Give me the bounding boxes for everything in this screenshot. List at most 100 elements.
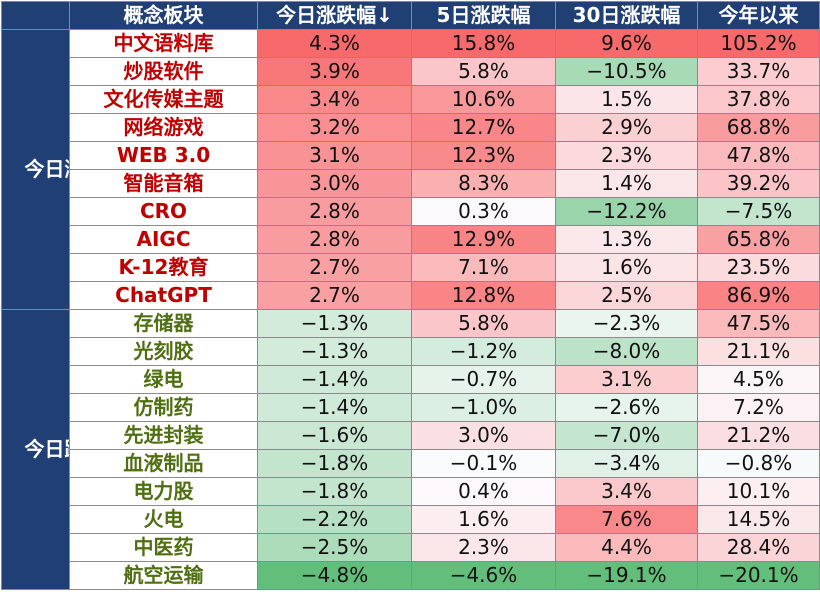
30day-change-cell[interactable]: 1.3% [555, 225, 698, 254]
concept-name-cell[interactable]: 网络游戏 [69, 113, 258, 142]
ytd-change-cell[interactable]: 68.8% [697, 113, 820, 142]
ytd-change-cell[interactable]: 39.2% [697, 169, 820, 198]
30day-change-cell[interactable]: −7.0% [555, 421, 698, 450]
concept-name-cell[interactable]: 绿电 [69, 365, 258, 394]
concept-name-cell[interactable]: CRO [69, 197, 258, 226]
today-change-cell[interactable]: −1.4% [257, 365, 412, 394]
concept-name-cell[interactable]: 血液制品 [69, 449, 258, 478]
ytd-change-cell[interactable]: 86.9% [697, 281, 820, 310]
concept-name-cell[interactable]: 火电 [69, 505, 258, 534]
30day-change-cell[interactable]: −19.1% [555, 561, 698, 590]
30day-change-cell[interactable]: 3.1% [555, 365, 698, 394]
today-change-cell[interactable]: −1.3% [257, 309, 412, 338]
30day-change-cell[interactable]: −12.2% [555, 197, 698, 226]
concept-name-cell[interactable]: 电力股 [69, 477, 258, 506]
ytd-change-cell[interactable]: 47.5% [697, 309, 820, 338]
today-change-cell[interactable]: 3.0% [257, 169, 412, 198]
today-change-cell[interactable]: −1.8% [257, 449, 412, 478]
5day-change-cell[interactable]: 3.0% [411, 421, 556, 450]
5day-change-cell[interactable]: 12.8% [411, 281, 556, 310]
today-change-cell[interactable]: −4.8% [257, 561, 412, 590]
header-5day-change[interactable]: 5日涨跌幅 [411, 1, 556, 30]
header-ytd-change[interactable]: 今年以来 [697, 1, 820, 30]
today-change-cell[interactable]: 2.7% [257, 281, 412, 310]
concept-name-cell[interactable]: AIGC [69, 225, 258, 254]
ytd-change-cell[interactable]: 37.8% [697, 85, 820, 114]
5day-change-cell[interactable]: 8.3% [411, 169, 556, 198]
30day-change-cell[interactable]: 1.6% [555, 253, 698, 282]
30day-change-cell[interactable]: 1.5% [555, 85, 698, 114]
today-change-cell[interactable]: 2.8% [257, 225, 412, 254]
5day-change-cell[interactable]: 1.6% [411, 505, 556, 534]
ytd-change-cell[interactable]: 105.2% [697, 29, 820, 58]
today-change-cell[interactable]: 3.1% [257, 141, 412, 170]
5day-change-cell[interactable]: −4.6% [411, 561, 556, 590]
today-change-cell[interactable]: −2.5% [257, 533, 412, 562]
header-concept[interactable]: 概念板块 [69, 1, 258, 30]
today-change-cell[interactable]: 4.3% [257, 29, 412, 58]
5day-change-cell[interactable]: 12.3% [411, 141, 556, 170]
concept-name-cell[interactable]: 存储器 [69, 309, 258, 338]
today-change-cell[interactable]: 3.9% [257, 57, 412, 86]
ytd-change-cell[interactable]: 4.5% [697, 365, 820, 394]
30day-change-cell[interactable]: 7.6% [555, 505, 698, 534]
today-change-cell[interactable]: −1.6% [257, 421, 412, 450]
header-today-change[interactable]: 今日涨跌幅↓ [257, 1, 412, 30]
today-change-cell[interactable]: −1.8% [257, 477, 412, 506]
ytd-change-cell[interactable]: 23.5% [697, 253, 820, 282]
ytd-change-cell[interactable]: −20.1% [697, 561, 820, 590]
concept-name-cell[interactable]: 航空运输 [69, 561, 258, 590]
5day-change-cell[interactable]: 0.4% [411, 477, 556, 506]
30day-change-cell[interactable]: 9.6% [555, 29, 698, 58]
5day-change-cell[interactable]: −0.7% [411, 365, 556, 394]
30day-change-cell[interactable]: 2.3% [555, 141, 698, 170]
ytd-change-cell[interactable]: −0.8% [697, 449, 820, 478]
5day-change-cell[interactable]: −1.2% [411, 337, 556, 366]
today-change-cell[interactable]: −1.3% [257, 337, 412, 366]
today-change-cell[interactable]: 3.2% [257, 113, 412, 142]
today-change-cell[interactable]: 2.7% [257, 253, 412, 282]
ytd-change-cell[interactable]: 47.8% [697, 141, 820, 170]
today-change-cell[interactable]: −1.4% [257, 393, 412, 422]
5day-change-cell[interactable]: 7.1% [411, 253, 556, 282]
concept-name-cell[interactable]: K-12教育 [69, 253, 258, 282]
ytd-change-cell[interactable]: 21.2% [697, 421, 820, 450]
30day-change-cell[interactable]: −3.4% [555, 449, 698, 478]
ytd-change-cell[interactable]: 7.2% [697, 393, 820, 422]
30day-change-cell[interactable]: 2.9% [555, 113, 698, 142]
concept-name-cell[interactable]: 炒股软件 [69, 57, 258, 86]
ytd-change-cell[interactable]: 10.1% [697, 477, 820, 506]
30day-change-cell[interactable]: −8.0% [555, 337, 698, 366]
30day-change-cell[interactable]: 3.4% [555, 477, 698, 506]
30day-change-cell[interactable]: −2.6% [555, 393, 698, 422]
ytd-change-cell[interactable]: −7.5% [697, 197, 820, 226]
5day-change-cell[interactable]: −0.1% [411, 449, 556, 478]
today-change-cell[interactable]: 2.8% [257, 197, 412, 226]
concept-name-cell[interactable]: WEB 3.0 [69, 141, 258, 170]
5day-change-cell[interactable]: 12.7% [411, 113, 556, 142]
ytd-change-cell[interactable]: 14.5% [697, 505, 820, 534]
concept-name-cell[interactable]: 智能音箱 [69, 169, 258, 198]
30day-change-cell[interactable]: −10.5% [555, 57, 698, 86]
30day-change-cell[interactable]: 2.5% [555, 281, 698, 310]
5day-change-cell[interactable]: 12.9% [411, 225, 556, 254]
concept-name-cell[interactable]: ChatGPT [69, 281, 258, 310]
concept-name-cell[interactable]: 中文语料库 [69, 29, 258, 58]
header-30day-change[interactable]: 30日涨跌幅 [555, 1, 698, 30]
today-change-cell[interactable]: −2.2% [257, 505, 412, 534]
ytd-change-cell[interactable]: 33.7% [697, 57, 820, 86]
5day-change-cell[interactable]: 2.3% [411, 533, 556, 562]
30day-change-cell[interactable]: 4.4% [555, 533, 698, 562]
5day-change-cell[interactable]: 15.8% [411, 29, 556, 58]
ytd-change-cell[interactable]: 21.1% [697, 337, 820, 366]
concept-name-cell[interactable]: 中医药 [69, 533, 258, 562]
5day-change-cell[interactable]: 10.6% [411, 85, 556, 114]
5day-change-cell[interactable]: −1.0% [411, 393, 556, 422]
5day-change-cell[interactable]: 0.3% [411, 197, 556, 226]
30day-change-cell[interactable]: −2.3% [555, 309, 698, 338]
5day-change-cell[interactable]: 5.8% [411, 57, 556, 86]
ytd-change-cell[interactable]: 65.8% [697, 225, 820, 254]
concept-name-cell[interactable]: 先进封装 [69, 421, 258, 450]
concept-name-cell[interactable]: 光刻胶 [69, 337, 258, 366]
5day-change-cell[interactable]: 5.8% [411, 309, 556, 338]
